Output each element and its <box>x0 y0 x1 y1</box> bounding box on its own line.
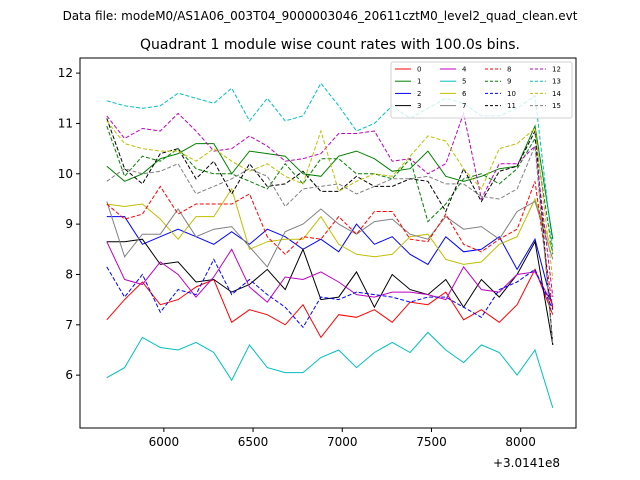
y-tick-label: 12 <box>58 66 73 80</box>
legend-label-10: 10 <box>507 90 516 98</box>
series-line-8 <box>106 181 554 310</box>
legend-label-9: 9 <box>507 78 511 86</box>
series-line-12 <box>106 111 554 298</box>
series-line-15 <box>106 145 554 345</box>
legend-label-13: 13 <box>552 78 561 86</box>
series-line-10 <box>106 258 554 329</box>
series-line-14 <box>106 120 554 280</box>
legend-label-7: 7 <box>462 102 466 110</box>
legend-label-5: 5 <box>462 78 466 86</box>
plot-frame <box>79 57 577 429</box>
x-tick-label: 7000 <box>327 435 358 449</box>
series-line-0 <box>106 268 554 339</box>
y-tick-label: 9 <box>65 217 73 231</box>
x-tick-label: 6000 <box>149 435 180 449</box>
legend-label-14: 14 <box>552 90 561 98</box>
legend-label-6: 6 <box>462 90 467 98</box>
x-tick-label: 7500 <box>416 435 447 449</box>
chart-title: Quadrant 1 module wise count rates with … <box>140 37 520 53</box>
series-line-6 <box>106 187 554 265</box>
legend-label-11: 11 <box>507 102 516 110</box>
legend-label-2: 2 <box>417 90 421 98</box>
series-line-4 <box>106 241 554 305</box>
series-layer <box>106 82 554 409</box>
legend-label-12: 12 <box>552 66 561 74</box>
series-line-13 <box>106 82 554 250</box>
legend-label-1: 1 <box>417 78 421 86</box>
series-line-1 <box>106 124 554 240</box>
y-tick-label: 8 <box>65 267 73 281</box>
y-tick-label: 7 <box>65 318 73 332</box>
series-line-2 <box>106 216 554 308</box>
legend-box <box>390 61 573 119</box>
y-tick-label: 10 <box>58 167 73 181</box>
legend-label-15: 15 <box>552 102 561 110</box>
legend-label-0: 0 <box>417 66 421 74</box>
legend-label-4: 4 <box>462 66 467 74</box>
series-line-3 <box>106 238 554 345</box>
series-line-5 <box>106 331 554 409</box>
series-line-7 <box>106 200 554 268</box>
chart-suptitle: Data file: modeM0/AS1A06_003T04_90000030… <box>63 9 578 23</box>
x-offset-label: +3.0141e8 <box>493 456 560 470</box>
x-tick-label: 6500 <box>238 435 269 449</box>
series-line-11 <box>106 118 554 345</box>
legend-label-8: 8 <box>507 66 511 74</box>
y-tick-label: 6 <box>65 368 73 382</box>
legend-label-3: 3 <box>417 102 421 110</box>
series-line-9 <box>106 125 554 255</box>
y-tick-label: 11 <box>58 116 73 130</box>
x-tick-label: 8000 <box>505 435 536 449</box>
